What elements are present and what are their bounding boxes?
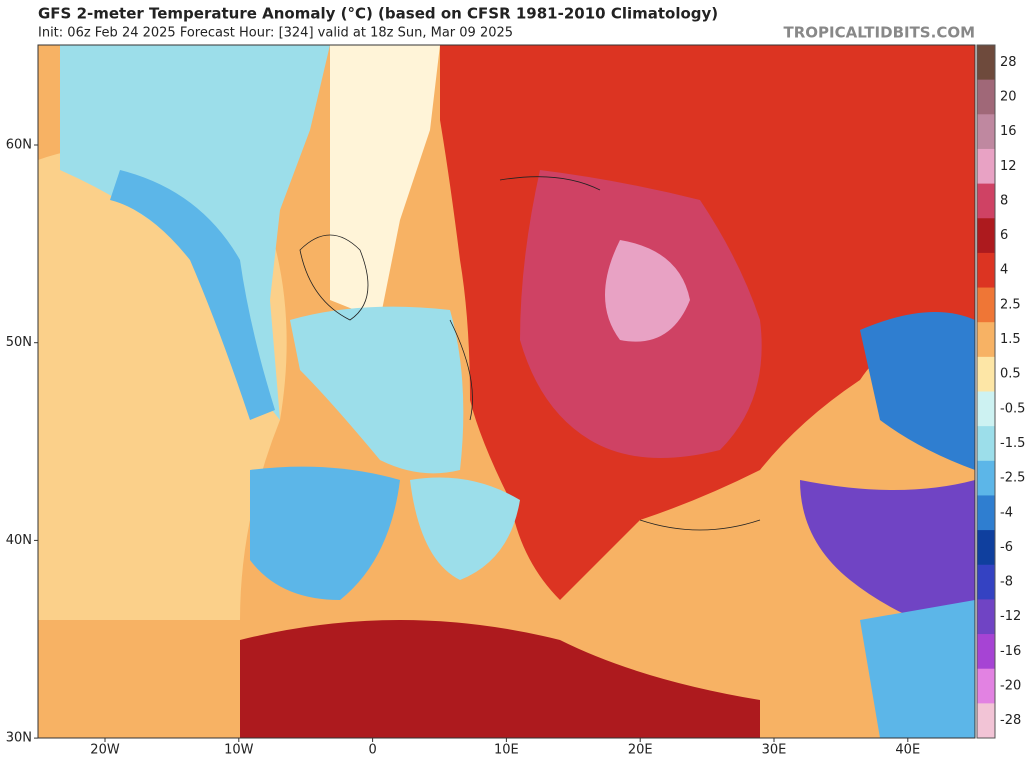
colorbar-swatch xyxy=(977,530,995,566)
north-africa-hot xyxy=(240,620,760,738)
colorbar-label: -28 xyxy=(1000,713,1021,728)
colorbar-label: 0.5 xyxy=(1000,367,1021,382)
coastlines xyxy=(299,176,761,531)
colorbar-swatch xyxy=(977,45,995,81)
colorbar-frame xyxy=(976,44,996,739)
lon-label: 10W xyxy=(224,743,254,758)
colorbar-swatch xyxy=(977,183,995,219)
colorbar-swatch xyxy=(977,703,995,739)
lon-label: 40E xyxy=(895,743,920,758)
colorbar-label: -2.5 xyxy=(1000,471,1025,486)
lon-label: 0 xyxy=(368,743,376,758)
lon-label: 30E xyxy=(762,743,787,758)
iberia-cool xyxy=(250,466,400,600)
colorbar-swatch xyxy=(977,495,995,531)
turkey-east-cold xyxy=(800,480,975,640)
colorbar-label: 4 xyxy=(1000,263,1008,278)
mediterranean-cool xyxy=(410,477,520,580)
colorbar-swatch xyxy=(977,391,995,427)
source-label: TROPICALTIDBITS.COM xyxy=(784,24,976,42)
colorbar-swatch xyxy=(977,634,995,670)
colorbar-label: 12 xyxy=(1000,159,1017,174)
colorbar-swatch xyxy=(977,252,995,289)
colorbar-swatch xyxy=(977,79,995,115)
colorbar-label: -8 xyxy=(1000,575,1013,590)
colorbar-label: 1.5 xyxy=(1000,332,1021,347)
colorbar-label: 16 xyxy=(1000,124,1017,139)
map xyxy=(37,44,976,739)
colorbar-swatch xyxy=(977,287,995,323)
colorbar-label: 6 xyxy=(1000,228,1008,243)
map-title: GFS 2-meter Temperature Anomaly (°C) (ba… xyxy=(38,5,718,23)
middle-east-cool xyxy=(860,600,975,738)
colorbar-swatch xyxy=(977,218,995,254)
colorbar-label: 20 xyxy=(1000,89,1017,104)
lat-label: 50N xyxy=(6,335,32,350)
lat-label: 30N xyxy=(6,731,32,746)
colorbar-swatch xyxy=(977,564,995,600)
lat-label: 40N xyxy=(6,533,32,548)
lon-label: 20E xyxy=(628,743,653,758)
colorbar-label: 2.5 xyxy=(1000,297,1021,312)
poland-peak xyxy=(605,240,690,342)
colorbar-swatch xyxy=(977,322,995,358)
colorbar-label: -1.5 xyxy=(1000,436,1025,451)
colorbar-swatch xyxy=(977,460,995,496)
map-subtitle: Init: 06z Feb 24 2025 Forecast Hour: [32… xyxy=(38,26,513,41)
colorbar-label: -20 xyxy=(1000,679,1021,694)
colorbar-swatch xyxy=(977,114,995,150)
colorbar-swatch xyxy=(977,148,995,185)
colorbar-swatch xyxy=(977,599,995,635)
colorbar-label: -0.5 xyxy=(1000,401,1025,416)
colorbar-swatch xyxy=(977,426,995,462)
colorbar-label: -4 xyxy=(1000,505,1013,520)
north-sea-neutral xyxy=(330,45,440,320)
lat-label: 60N xyxy=(6,138,32,153)
colorbar: 28 20 16 12 8 6 4 2.5 1.5 0.5 -0.5 -1.5 -2.5 -4 -6 -8 -1… xyxy=(976,44,1025,739)
colorbar-label: -12 xyxy=(1000,609,1021,624)
lon-label: 20W xyxy=(90,743,120,758)
colorbar-swatch xyxy=(977,356,995,392)
colorbar-label: -16 xyxy=(1000,644,1021,659)
colorbar-swatch xyxy=(977,668,995,704)
colorbar-label: -6 xyxy=(1000,540,1013,555)
caucasus-cool xyxy=(860,312,975,470)
axes: 60N 50N 40N 30N 20W 10W 0 10E 20E 30E 40E xyxy=(6,138,920,758)
france-cool xyxy=(290,306,464,474)
colorbar-label: 8 xyxy=(1000,193,1008,208)
cool-band xyxy=(110,170,275,420)
colorbar-label: 28 xyxy=(1000,55,1017,70)
lon-label: 10E xyxy=(494,743,519,758)
